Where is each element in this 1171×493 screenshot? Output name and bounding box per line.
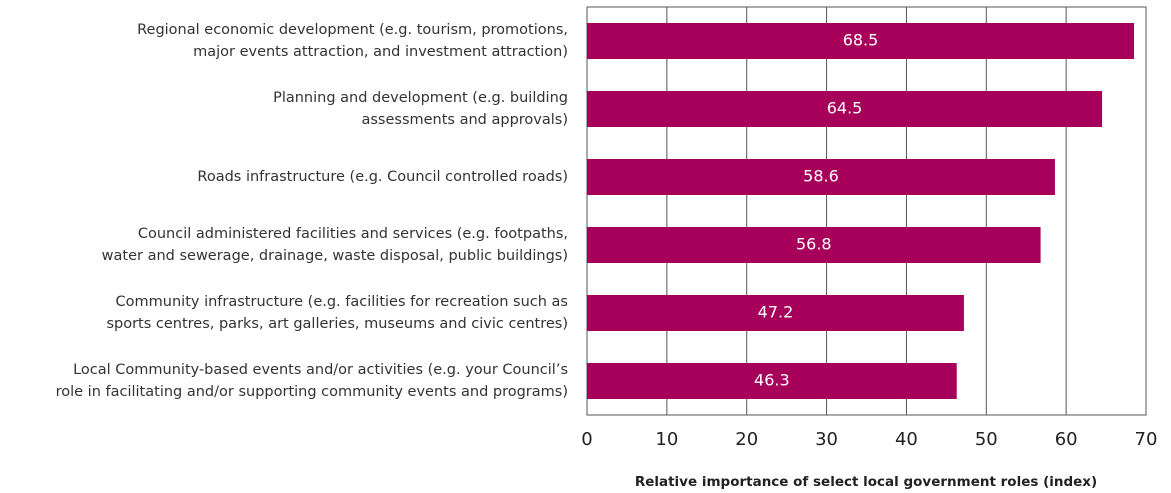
category-label: Council administered facilities and serv… bbox=[138, 226, 568, 242]
value-label: 68.5 bbox=[843, 31, 879, 50]
value-label: 58.6 bbox=[803, 167, 839, 186]
category-label: Local Community-based events and/or acti… bbox=[73, 362, 568, 378]
bar bbox=[587, 295, 964, 331]
x-tick-label: 20 bbox=[735, 429, 758, 450]
x-tick-label: 0 bbox=[581, 429, 592, 450]
category-label: assessments and approvals) bbox=[361, 112, 568, 128]
x-tick-label: 40 bbox=[895, 429, 918, 450]
x-tick-label: 60 bbox=[1055, 429, 1078, 450]
x-tick-label: 30 bbox=[815, 429, 838, 450]
category-label: role in facilitating and/or supporting c… bbox=[56, 384, 568, 400]
category-label: Planning and development (e.g. building bbox=[273, 90, 568, 106]
category-label: sports centres, parks, art galleries, mu… bbox=[106, 316, 568, 332]
value-label: 64.5 bbox=[827, 99, 863, 118]
x-tick-label: 70 bbox=[1135, 429, 1158, 450]
category-label: water and sewerage, drainage, waste disp… bbox=[102, 248, 568, 264]
bar bbox=[587, 91, 1103, 127]
bar bbox=[587, 227, 1041, 263]
bar bbox=[587, 23, 1135, 59]
value-label: 47.2 bbox=[758, 303, 794, 322]
bar bbox=[587, 363, 957, 399]
x-tick-label: 10 bbox=[655, 429, 678, 450]
category-label: major events attraction, and investment … bbox=[193, 44, 568, 60]
x-tick-label: 50 bbox=[975, 429, 998, 450]
category-label: Community infrastructure (e.g. facilitie… bbox=[116, 294, 568, 310]
category-label: Roads infrastructure (e.g. Council contr… bbox=[197, 169, 568, 185]
value-label: 56.8 bbox=[796, 235, 832, 254]
plot-frame bbox=[586, 6, 1147, 416]
bar bbox=[587, 159, 1055, 195]
category-label: Regional economic development (e.g. tour… bbox=[137, 22, 568, 38]
x-axis-title: Relative importance of select local gove… bbox=[635, 474, 1097, 490]
value-label: 46.3 bbox=[754, 371, 790, 390]
